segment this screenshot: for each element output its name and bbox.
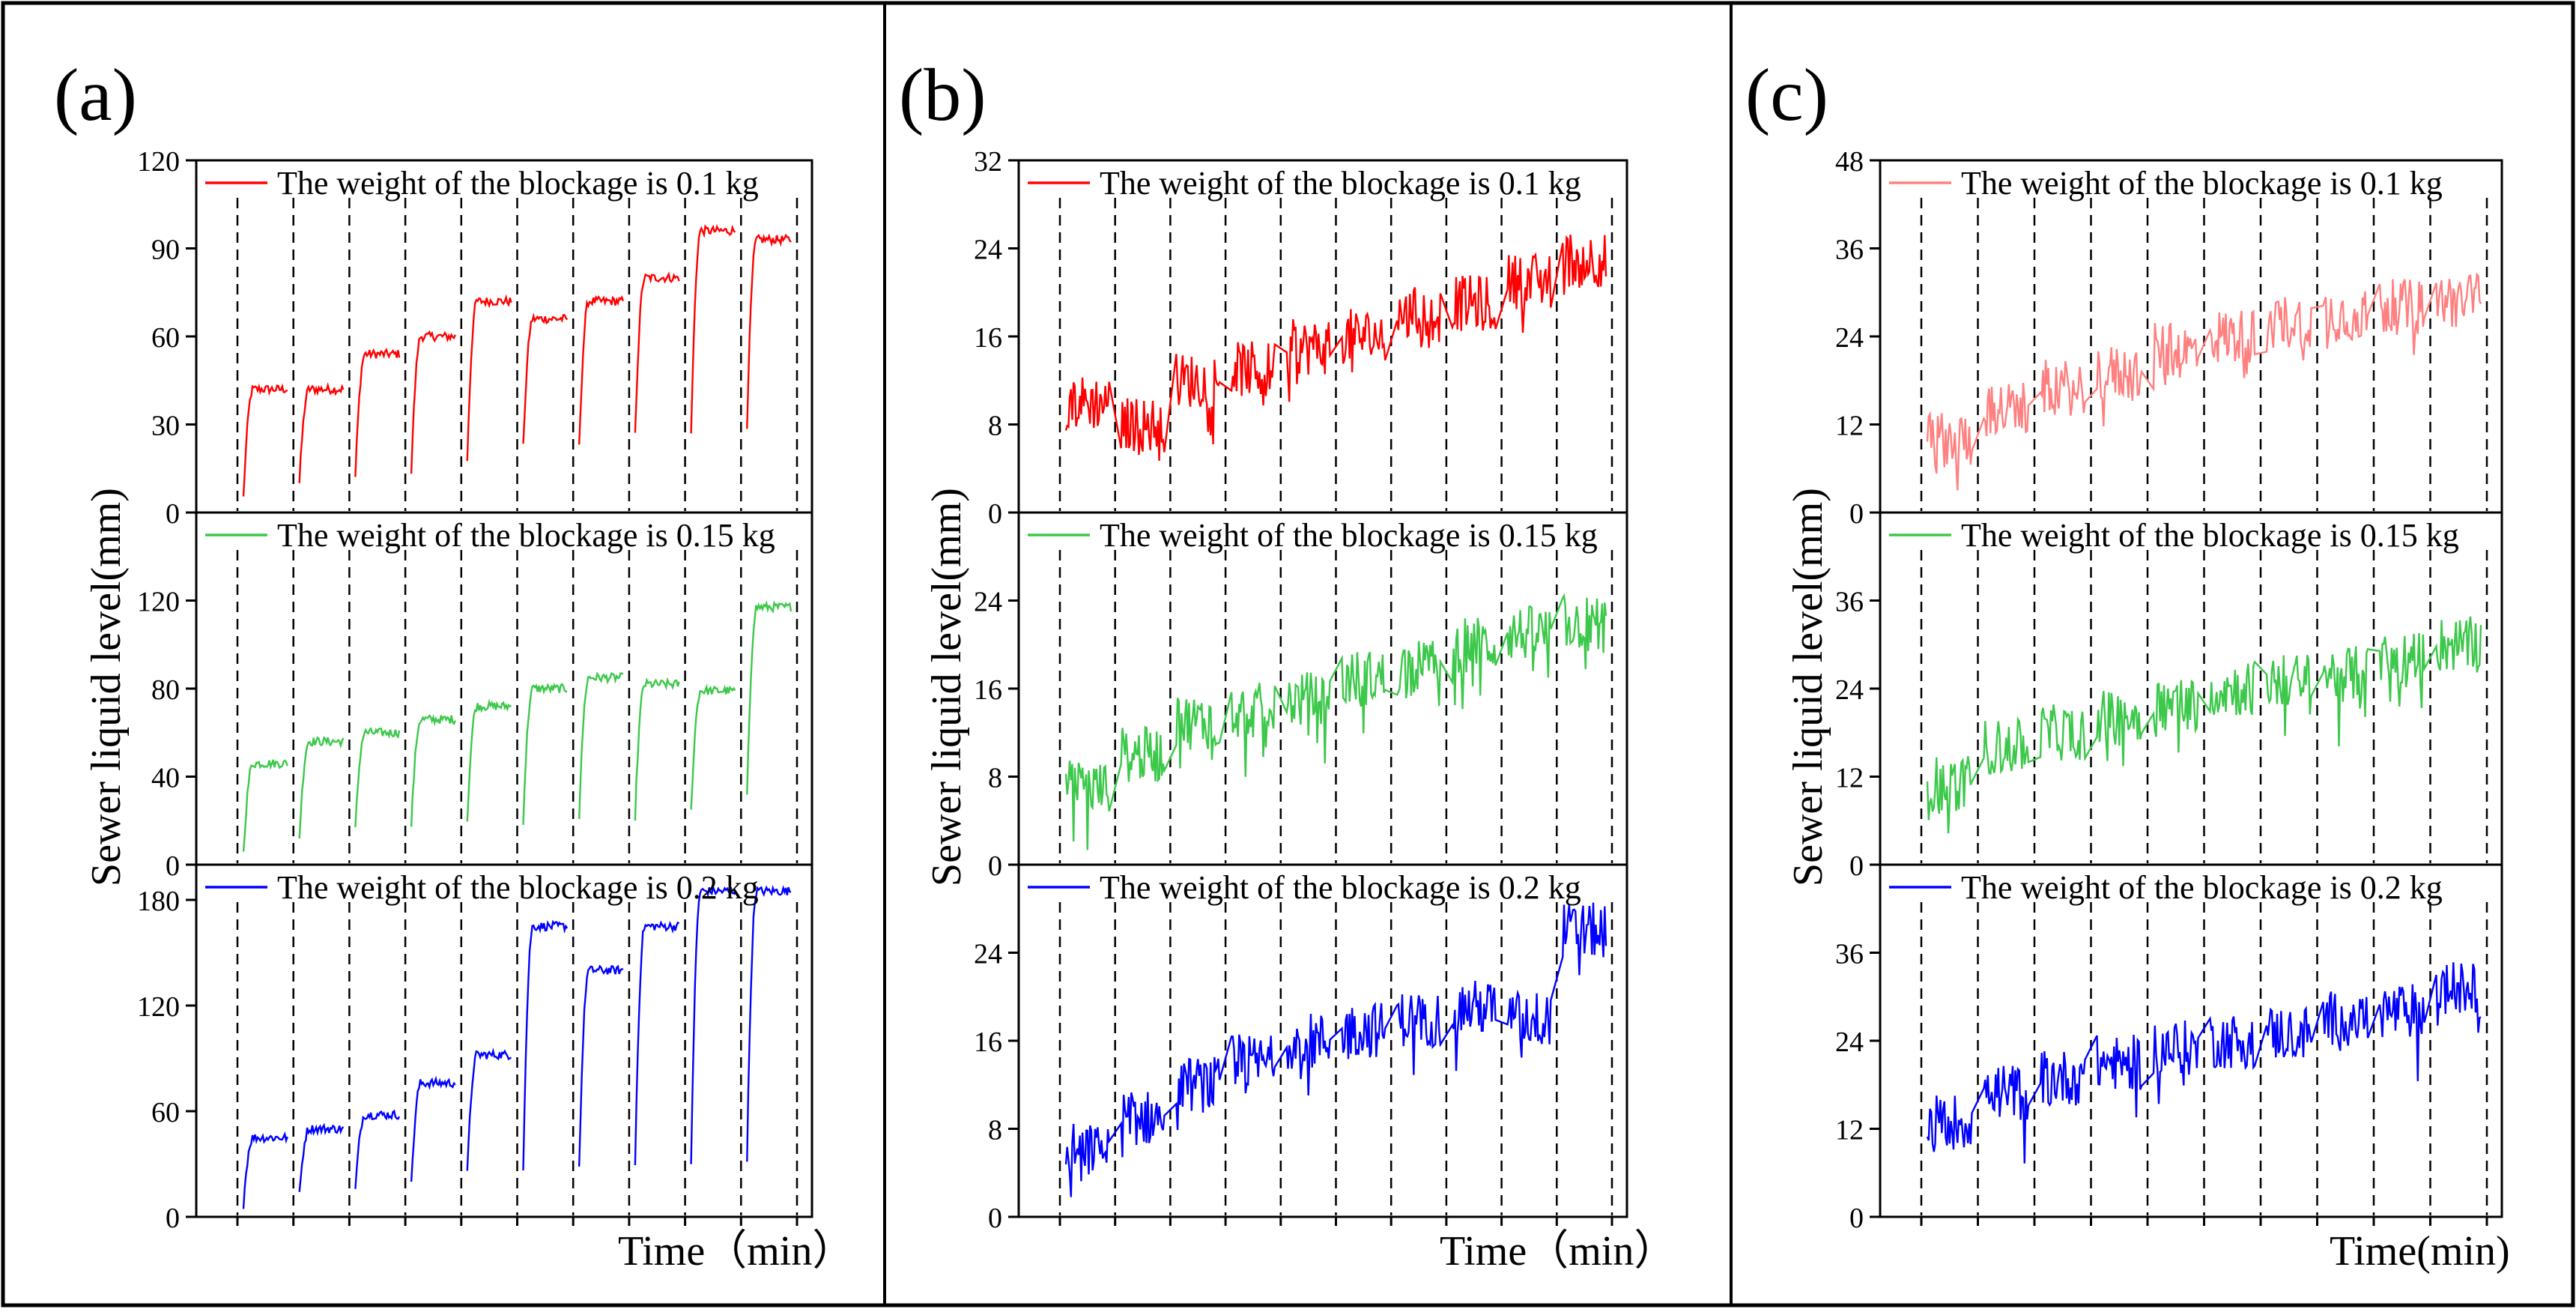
x-axis-title-b: Time（min） xyxy=(1440,1228,1676,1275)
series-line xyxy=(242,224,792,497)
y-tick-label: 0 xyxy=(166,1203,180,1234)
legend-label: The weight of the blockage is 0.2 kg xyxy=(1100,869,1581,906)
y-tick-label: 32 xyxy=(974,146,1002,178)
x-axis-title-c: Time(min) xyxy=(2330,1228,2510,1275)
panel-label-b: (b) xyxy=(899,53,987,136)
y-tick-label: 120 xyxy=(137,146,180,178)
legend-label: The weight of the blockage is 0.1 kg xyxy=(1100,165,1581,202)
y-tick-label: 30 xyxy=(151,411,180,442)
y-tick-label: 8 xyxy=(988,411,1002,442)
y-tick-label: 12 xyxy=(1835,411,1864,442)
y-tick-label: 8 xyxy=(988,763,1002,794)
y-tick-label: 24 xyxy=(974,939,1002,970)
series-line xyxy=(1926,616,2482,834)
y-tick-label: 0 xyxy=(166,850,180,882)
panel-label-a: (a) xyxy=(54,53,137,136)
legend-label: The weight of the blockage is 0.1 kg xyxy=(277,165,759,202)
y-tick-label: 0 xyxy=(988,850,1002,882)
subplot-frame xyxy=(195,863,813,1218)
series-line xyxy=(1064,235,1607,462)
y-tick-label: 12 xyxy=(1835,1115,1864,1146)
series-line xyxy=(242,599,793,852)
series-line xyxy=(1064,593,1607,850)
y-tick-label: 36 xyxy=(1835,587,1864,618)
y-tick-label: 60 xyxy=(151,1097,180,1128)
y-tick-label: 0 xyxy=(988,498,1002,530)
y-tick-label: 24 xyxy=(1835,322,1864,354)
y-tick-label: 48 xyxy=(1835,146,1864,178)
legend-label: The weight of the blockage is 0.15 kg xyxy=(1961,517,2459,554)
legend-label: The weight of the blockage is 0.1 kg xyxy=(1961,165,2443,202)
y-tick-label: 24 xyxy=(1835,674,1864,706)
y-tick-label: 8 xyxy=(988,1115,1002,1146)
y-axis-title-b: Sewer liquid level(mm) xyxy=(924,488,970,886)
panel-label-c: (c) xyxy=(1745,53,1828,136)
y-tick-label: 24 xyxy=(974,587,1002,618)
y-axis-title-a: Sewer liquid level(mm) xyxy=(83,488,130,886)
y-tick-label: 24 xyxy=(1835,1027,1864,1058)
legend-label: The weight of the blockage is 0.15 kg xyxy=(277,517,775,554)
y-tick-label: 24 xyxy=(974,235,1002,266)
y-tick-label: 0 xyxy=(1849,1203,1864,1234)
y-tick-label: 120 xyxy=(137,991,180,1023)
series-line xyxy=(1064,902,1607,1197)
y-tick-label: 0 xyxy=(988,1203,1002,1234)
y-tick-label: 0 xyxy=(166,498,180,530)
x-axis-title-a: Time（min） xyxy=(618,1228,854,1275)
series-line xyxy=(1926,272,2482,491)
y-tick-label: 0 xyxy=(1849,498,1864,530)
y-tick-label: 60 xyxy=(151,322,180,354)
subplot-frame xyxy=(195,159,813,514)
y-tick-label: 16 xyxy=(974,1027,1002,1058)
y-tick-label: 36 xyxy=(1835,939,1864,970)
subplot-frame xyxy=(1017,159,1628,514)
subplot-frame xyxy=(195,511,813,866)
series-line xyxy=(242,883,792,1209)
y-tick-label: 180 xyxy=(137,886,180,917)
y-tick-label: 40 xyxy=(151,763,180,794)
y-tick-label: 0 xyxy=(1849,850,1864,882)
legend-label: The weight of the blockage is 0.2 kg xyxy=(277,869,759,906)
y-tick-label: 12 xyxy=(1835,763,1864,794)
y-tick-label: 36 xyxy=(1835,235,1864,266)
y-tick-label: 16 xyxy=(974,674,1002,706)
series-line xyxy=(1926,962,2482,1164)
y-tick-label: 90 xyxy=(151,235,180,266)
y-axis-title-c: Sewer liquid level(mm) xyxy=(1785,488,1831,886)
y-tick-label: 80 xyxy=(151,674,180,706)
subplot-frame xyxy=(1879,159,2503,514)
legend-label: The weight of the blockage is 0.15 kg xyxy=(1100,517,1598,554)
legend-label: The weight of the blockage is 0.2 kg xyxy=(1961,869,2443,906)
y-tick-label: 16 xyxy=(974,322,1002,354)
y-tick-label: 120 xyxy=(137,587,180,618)
